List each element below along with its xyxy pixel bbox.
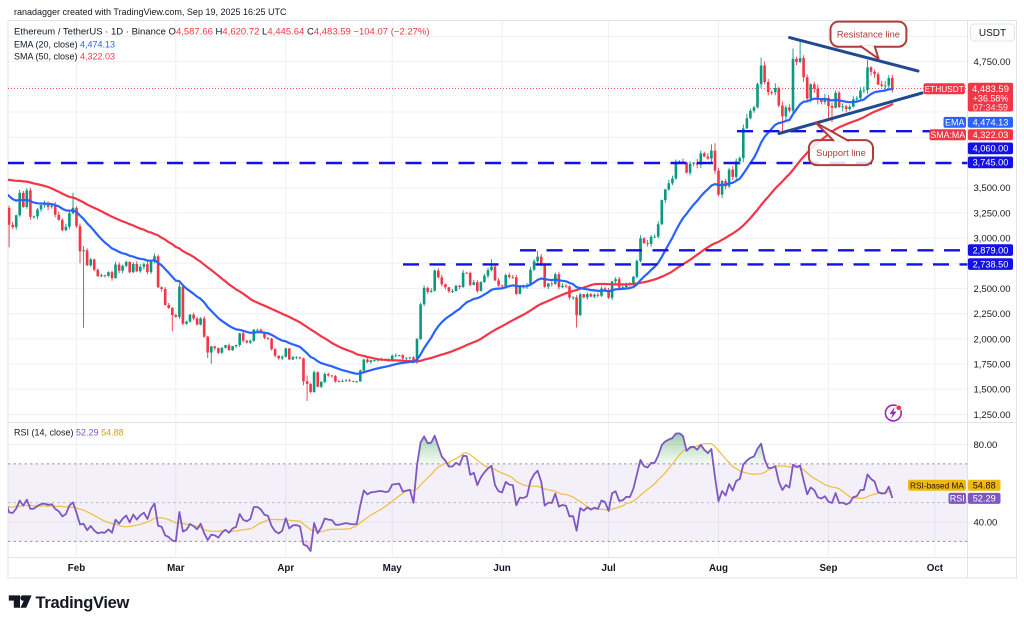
svg-text:80.00: 80.00 — [974, 440, 998, 451]
svg-text:Oct: Oct — [927, 563, 944, 574]
svg-text:4,322.03: 4,322.03 — [973, 130, 1009, 140]
svg-text:Apr: Apr — [277, 563, 294, 574]
svg-text:4,483.59: 4,483.59 — [972, 84, 1009, 95]
svg-text:3,000.00: 3,000.00 — [974, 234, 1011, 245]
svg-text:4,750.00: 4,750.00 — [974, 57, 1011, 68]
svg-text:Aug: Aug — [709, 563, 728, 574]
svg-text:1,750.00: 1,750.00 — [974, 360, 1011, 371]
svg-text:1,250.00: 1,250.00 — [974, 410, 1011, 421]
svg-text:2,000.00: 2,000.00 — [974, 334, 1011, 345]
svg-text:RSI: RSI — [950, 494, 965, 504]
svg-text:3,250.00: 3,250.00 — [974, 208, 1011, 219]
svg-text:Feb: Feb — [68, 563, 85, 574]
svg-text:Sep: Sep — [820, 563, 838, 574]
svg-text:EMA (20, close) 4,474.13: EMA (20, close) 4,474.13 — [14, 39, 115, 49]
svg-text:TradingView: TradingView — [36, 594, 130, 612]
svg-text:ranadagger created with Tradin: ranadagger created with TradingView.com,… — [14, 7, 287, 17]
svg-text:54.88: 54.88 — [973, 481, 996, 491]
svg-text:07:34:59: 07:34:59 — [973, 102, 1008, 112]
svg-text:2,250.00: 2,250.00 — [974, 309, 1011, 320]
svg-text:USDT: USDT — [979, 28, 1006, 39]
svg-text:1,500.00: 1,500.00 — [974, 385, 1011, 396]
svg-text:Jul: Jul — [602, 563, 616, 574]
svg-text:SMA (50, close) 4,322.03: SMA (50, close) 4,322.03 — [14, 52, 115, 62]
svg-text:2,738.50: 2,738.50 — [973, 259, 1009, 269]
svg-text:52.29: 52.29 — [973, 494, 996, 504]
svg-text:RSI (14, close) 52.29 54.88: RSI (14, close) 52.29 54.88 — [14, 428, 124, 438]
svg-text:3,745.00: 3,745.00 — [973, 158, 1009, 168]
svg-text:4,060.00: 4,060.00 — [973, 144, 1009, 154]
svg-text:2,879.00: 2,879.00 — [973, 245, 1009, 255]
svg-text:EMA: EMA — [945, 118, 965, 128]
svg-text:Mar: Mar — [167, 563, 185, 574]
svg-text:Jun: Jun — [493, 563, 510, 574]
svg-text:3,500.00: 3,500.00 — [974, 183, 1011, 194]
svg-text:40.00: 40.00 — [974, 517, 998, 528]
svg-text:4,474.13: 4,474.13 — [973, 118, 1009, 128]
svg-text:Resistance line: Resistance line — [837, 29, 900, 39]
svg-text:Ethereum / TetherUS · 1D · Bin: Ethereum / TetherUS · 1D · Binance O4,58… — [14, 27, 430, 38]
svg-text:Support line: Support line — [816, 148, 866, 158]
svg-text:RSI-based MA: RSI-based MA — [910, 481, 964, 491]
svg-text:+36.58%: +36.58% — [973, 94, 1009, 104]
svg-text:SMA:MA: SMA:MA — [930, 130, 965, 140]
svg-text:ETHUSDT: ETHUSDT — [925, 84, 964, 94]
svg-text:May: May — [383, 563, 403, 574]
svg-text:2,500.00: 2,500.00 — [974, 284, 1011, 295]
